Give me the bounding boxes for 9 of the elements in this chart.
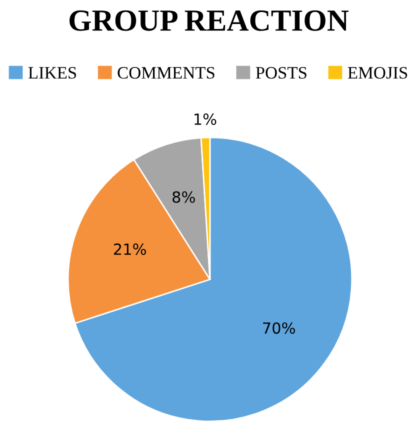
data-label: 70% [263, 322, 295, 334]
legend-label: COMMENTS [118, 67, 214, 79]
legend-label: EMOJIS [348, 67, 408, 79]
chart-title: GROUP REACTION [70, 10, 349, 31]
legend-label: LIKES [28, 67, 76, 79]
data-label: 8% [172, 191, 195, 203]
data-label: 1% [194, 113, 216, 125]
legend-label: POSTS [256, 67, 306, 79]
data-label: 21% [114, 243, 146, 255]
